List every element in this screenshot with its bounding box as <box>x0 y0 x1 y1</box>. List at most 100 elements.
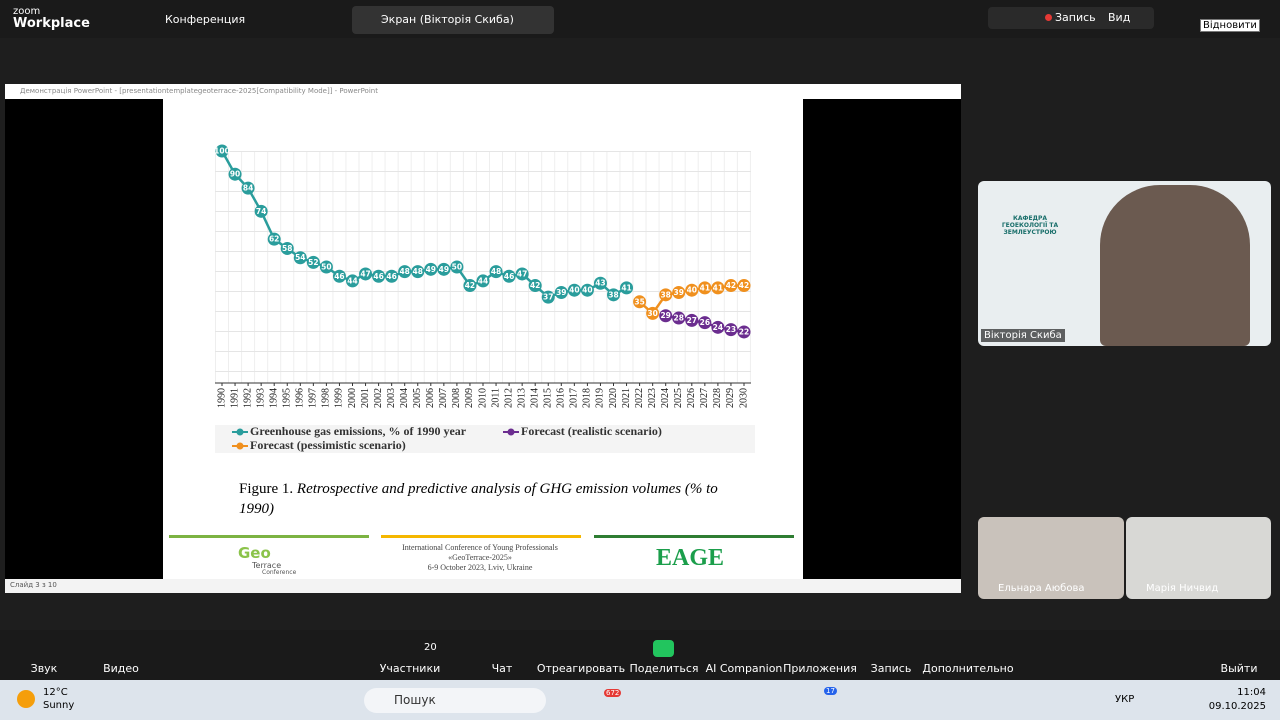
x-tick-label: 2028 <box>712 388 723 408</box>
data-label: 58 <box>282 244 292 253</box>
screen-tab-bg[interactable] <box>352 6 554 34</box>
data-point <box>528 279 542 293</box>
data-point <box>593 276 607 290</box>
data-point <box>633 295 647 309</box>
data-label: 39 <box>556 288 566 297</box>
participants-button[interactable]: Участники <box>379 662 441 675</box>
screen-tab[interactable]: Экран (Вікторія Скиба) <box>381 13 514 26</box>
data-point <box>319 260 333 274</box>
data-label: 100 <box>214 147 230 156</box>
data-point <box>306 255 320 269</box>
data-label: 41 <box>713 283 723 292</box>
leave-button[interactable]: Выйти <box>1220 662 1258 675</box>
x-tick-label: 1997 <box>308 388 319 408</box>
chat-button[interactable]: Чат <box>491 662 513 675</box>
react-button[interactable]: Отреагировать <box>536 662 626 675</box>
x-tick-label: 2024 <box>660 388 671 408</box>
legend-label: Forecast (realistic scenario) <box>521 424 662 438</box>
data-point <box>607 288 620 302</box>
x-tick-label: 2001 <box>360 388 371 408</box>
data-label: 48 <box>413 267 423 276</box>
series-line <box>220 150 628 299</box>
data-point <box>567 283 581 297</box>
badge: 672 <box>604 689 622 697</box>
data-label: 62 <box>269 235 279 244</box>
record-button[interactable]: Запись <box>870 662 912 675</box>
x-tick-label: 2029 <box>725 388 736 408</box>
data-label: 40 <box>582 286 592 295</box>
data-point <box>502 269 516 283</box>
meeting-tab[interactable]: Конференция <box>165 13 246 26</box>
data-label: 38 <box>608 290 618 299</box>
x-tick-label: 2005 <box>412 388 423 408</box>
data-point <box>437 262 451 276</box>
data-point <box>411 265 425 279</box>
conf-line: 6-9 October 2023, Lviv, Ukraine <box>427 563 533 572</box>
view-button[interactable]: Вид <box>1108 11 1131 24</box>
x-tick-label: 2008 <box>451 388 462 408</box>
video-button[interactable]: Видео <box>103 662 139 675</box>
data-point <box>424 262 438 276</box>
data-point <box>280 241 294 255</box>
data-label: 42 <box>739 281 749 290</box>
ai-button[interactable]: AI Companion <box>705 662 783 675</box>
conference-info: International Conference of Young Profes… <box>380 543 580 573</box>
data-point <box>541 290 555 304</box>
x-tick-label: 2002 <box>373 388 384 408</box>
x-tick-label: 2009 <box>464 388 475 408</box>
x-tick-label: 2003 <box>386 388 397 408</box>
data-label: 27 <box>687 316 697 325</box>
data-point <box>215 144 229 158</box>
taskbar <box>0 680 1280 720</box>
clock-time[interactable]: 11:04 <box>1237 687 1266 698</box>
x-tick-label: 1995 <box>282 388 293 408</box>
record-status[interactable]: Запись <box>1055 11 1096 24</box>
data-label: 39 <box>674 288 684 297</box>
share-icon[interactable] <box>653 640 674 657</box>
conf-line: International Conference of Young Profes… <box>402 543 558 552</box>
data-label: 52 <box>308 258 318 267</box>
data-point <box>659 309 673 323</box>
window-titlebar <box>5 84 961 99</box>
x-tick-label: 2004 <box>399 388 410 408</box>
caption-lead: Figure 1. <box>239 481 294 497</box>
data-label: 46 <box>373 272 383 281</box>
apps-button[interactable]: Приложения <box>783 662 857 675</box>
eage-logo: EAGE <box>656 545 725 571</box>
language[interactable]: УКР <box>1115 694 1135 705</box>
data-label: 30 <box>647 309 657 318</box>
x-tick-label: 1991 <box>229 388 240 408</box>
rec-bg <box>988 7 1154 29</box>
data-label: 40 <box>569 286 579 295</box>
share-button[interactable]: Поделиться <box>629 662 699 675</box>
more-button[interactable]: Дополнительно <box>922 662 1014 675</box>
legend-marker <box>507 428 515 436</box>
clock-date[interactable]: 09.10.2025 <box>1208 701 1266 712</box>
search-box[interactable] <box>364 688 546 713</box>
window-title: Демонстрація PowerPoint - [presentationt… <box>20 87 378 95</box>
x-tick-label: 1993 <box>255 388 266 408</box>
x-tick-label: 2013 <box>516 388 527 408</box>
x-tick-label: 2015 <box>543 388 554 408</box>
x-tick-label: 2026 <box>686 388 697 408</box>
data-label: 44 <box>347 276 357 285</box>
data-label: 49 <box>426 265 436 274</box>
data-point <box>346 274 359 288</box>
data-label: 42 <box>465 281 475 290</box>
data-point <box>659 288 673 302</box>
data-label: 40 <box>687 286 697 295</box>
data-label: 47 <box>360 269 370 278</box>
x-tick-label: 2030 <box>738 388 749 408</box>
data-point <box>685 313 699 327</box>
x-tick-label: 2023 <box>647 388 658 408</box>
legend-marker <box>236 428 244 436</box>
data-point <box>489 265 503 279</box>
data-point <box>724 279 738 293</box>
search-text[interactable]: Пошук <box>394 693 436 707</box>
x-tick-label: 2019 <box>595 388 606 408</box>
x-tick-label: 2020 <box>608 388 619 408</box>
rule <box>594 535 794 538</box>
audio-button[interactable]: Звук <box>30 662 58 675</box>
logo: zoom <box>13 6 41 17</box>
